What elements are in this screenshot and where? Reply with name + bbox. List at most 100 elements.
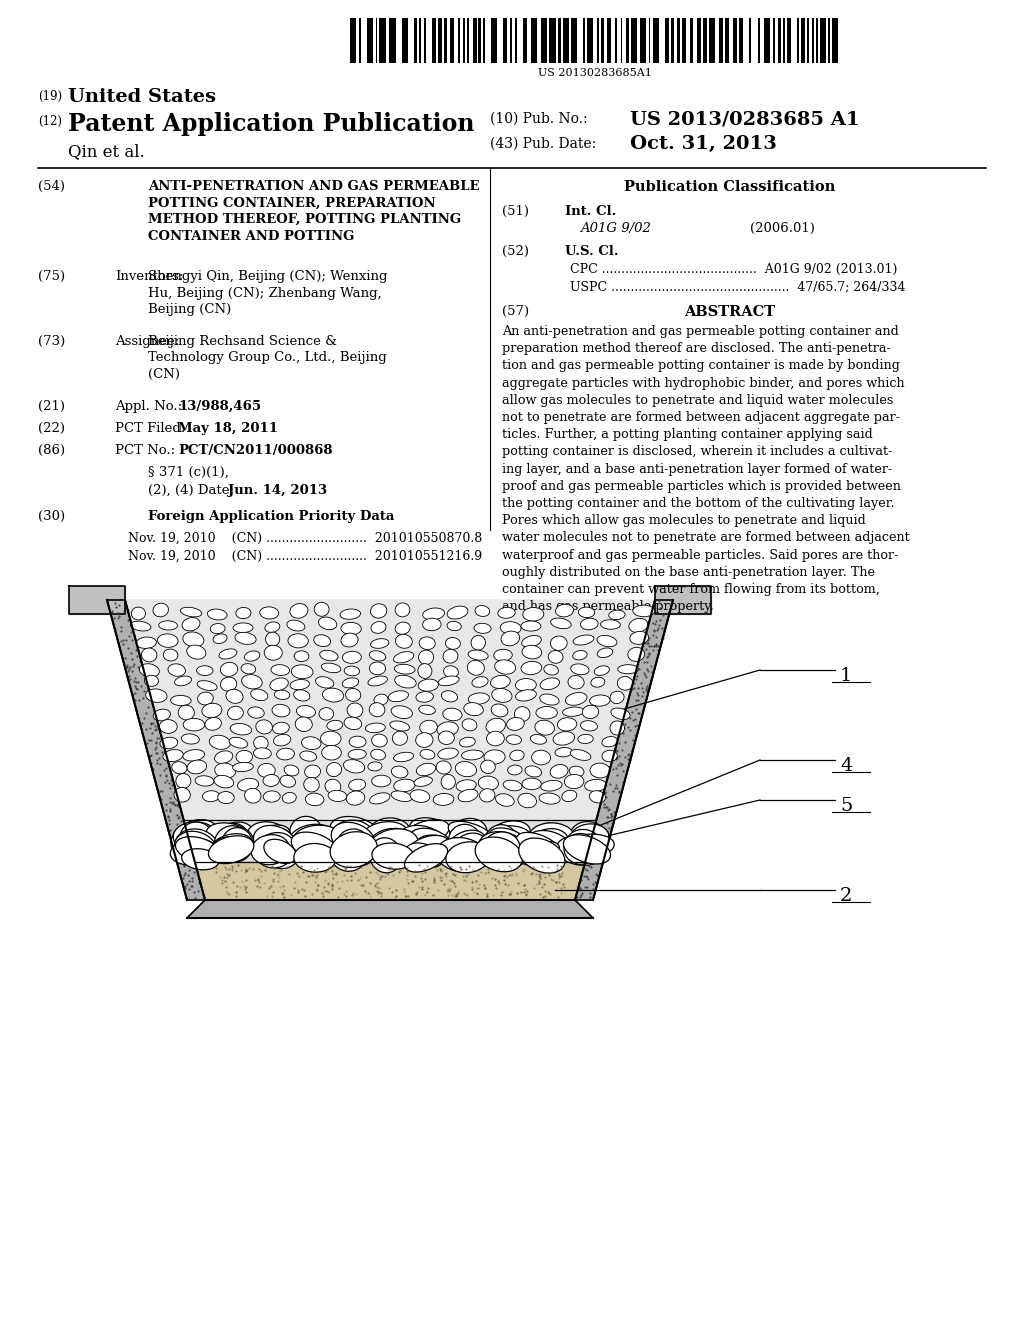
Ellipse shape: [171, 696, 191, 706]
Ellipse shape: [213, 837, 249, 861]
Ellipse shape: [321, 731, 341, 746]
Bar: [570, 18, 577, 63]
Ellipse shape: [271, 665, 290, 676]
Ellipse shape: [314, 602, 329, 616]
Ellipse shape: [445, 842, 490, 873]
Text: (75): (75): [38, 271, 66, 282]
Bar: [831, 18, 838, 63]
Ellipse shape: [209, 836, 254, 863]
Ellipse shape: [480, 760, 496, 774]
Ellipse shape: [254, 737, 268, 750]
Ellipse shape: [488, 828, 530, 855]
Ellipse shape: [370, 829, 408, 854]
Ellipse shape: [633, 605, 654, 616]
Bar: [601, 18, 604, 63]
Ellipse shape: [608, 610, 625, 619]
Ellipse shape: [568, 676, 584, 689]
Ellipse shape: [569, 821, 608, 854]
Polygon shape: [575, 601, 673, 900]
Ellipse shape: [182, 618, 200, 631]
Bar: [677, 18, 680, 63]
Ellipse shape: [290, 680, 309, 689]
Ellipse shape: [438, 731, 455, 744]
Text: Beijing Rechsand Science &
Technology Group Co., Ltd., Beijing
(CN): Beijing Rechsand Science & Technology Gr…: [148, 335, 387, 381]
Ellipse shape: [347, 704, 362, 718]
Ellipse shape: [233, 623, 253, 632]
Polygon shape: [655, 586, 711, 614]
Text: (30): (30): [38, 510, 66, 523]
Ellipse shape: [488, 829, 524, 855]
Ellipse shape: [460, 738, 475, 747]
Ellipse shape: [371, 622, 386, 634]
Ellipse shape: [176, 774, 190, 788]
Ellipse shape: [594, 665, 609, 676]
Text: (19): (19): [38, 90, 62, 103]
Ellipse shape: [486, 718, 506, 734]
Ellipse shape: [530, 734, 547, 744]
Text: An anti-penetration and gas permeable potting container and
preparation method t: An anti-penetration and gas permeable po…: [502, 325, 909, 614]
Bar: [530, 18, 537, 63]
Polygon shape: [69, 586, 125, 614]
Text: PCT Filed:: PCT Filed:: [115, 422, 185, 436]
Bar: [725, 18, 729, 63]
Ellipse shape: [565, 693, 587, 705]
Ellipse shape: [187, 760, 207, 774]
Bar: [438, 18, 441, 63]
Ellipse shape: [366, 723, 385, 733]
Ellipse shape: [563, 834, 614, 858]
Ellipse shape: [456, 833, 485, 854]
Polygon shape: [195, 862, 585, 900]
Ellipse shape: [446, 830, 486, 861]
Ellipse shape: [168, 664, 185, 676]
Bar: [515, 18, 517, 63]
Text: (51): (51): [502, 205, 529, 218]
Ellipse shape: [376, 829, 411, 859]
Text: 4: 4: [840, 756, 852, 775]
Ellipse shape: [536, 706, 557, 719]
Ellipse shape: [506, 735, 521, 744]
Ellipse shape: [590, 763, 610, 777]
Text: US 20130283685A1: US 20130283685A1: [538, 69, 652, 78]
Ellipse shape: [294, 651, 309, 661]
Ellipse shape: [438, 676, 459, 686]
Ellipse shape: [202, 704, 222, 718]
Ellipse shape: [293, 833, 328, 858]
Ellipse shape: [178, 705, 195, 719]
Ellipse shape: [437, 722, 459, 737]
Ellipse shape: [391, 706, 413, 718]
Ellipse shape: [318, 616, 337, 630]
Ellipse shape: [447, 606, 468, 619]
Ellipse shape: [183, 718, 205, 731]
Bar: [797, 18, 799, 63]
Ellipse shape: [564, 833, 597, 865]
Text: Publication Classification: Publication Classification: [625, 180, 836, 194]
Ellipse shape: [214, 775, 233, 788]
Bar: [820, 18, 826, 63]
Ellipse shape: [280, 775, 296, 787]
Ellipse shape: [525, 766, 542, 777]
Ellipse shape: [197, 665, 213, 676]
Ellipse shape: [370, 702, 385, 717]
Bar: [758, 18, 760, 63]
Text: Assignee:: Assignee:: [115, 335, 179, 348]
Text: Appl. No.:: Appl. No.:: [115, 400, 182, 413]
Bar: [583, 18, 585, 63]
Bar: [773, 18, 774, 63]
Bar: [787, 18, 791, 63]
Bar: [490, 18, 497, 63]
Bar: [607, 18, 611, 63]
Text: May 18, 2011: May 18, 2011: [178, 422, 278, 436]
Ellipse shape: [527, 830, 571, 859]
Ellipse shape: [265, 622, 280, 632]
Ellipse shape: [337, 829, 371, 861]
Ellipse shape: [348, 750, 367, 759]
Ellipse shape: [322, 663, 341, 673]
Ellipse shape: [319, 708, 334, 721]
Bar: [415, 18, 417, 63]
Ellipse shape: [393, 652, 414, 663]
Text: Qin et al.: Qin et al.: [68, 143, 144, 160]
Text: (86): (86): [38, 444, 66, 457]
Ellipse shape: [522, 777, 542, 789]
Ellipse shape: [515, 689, 537, 701]
Ellipse shape: [418, 664, 432, 678]
